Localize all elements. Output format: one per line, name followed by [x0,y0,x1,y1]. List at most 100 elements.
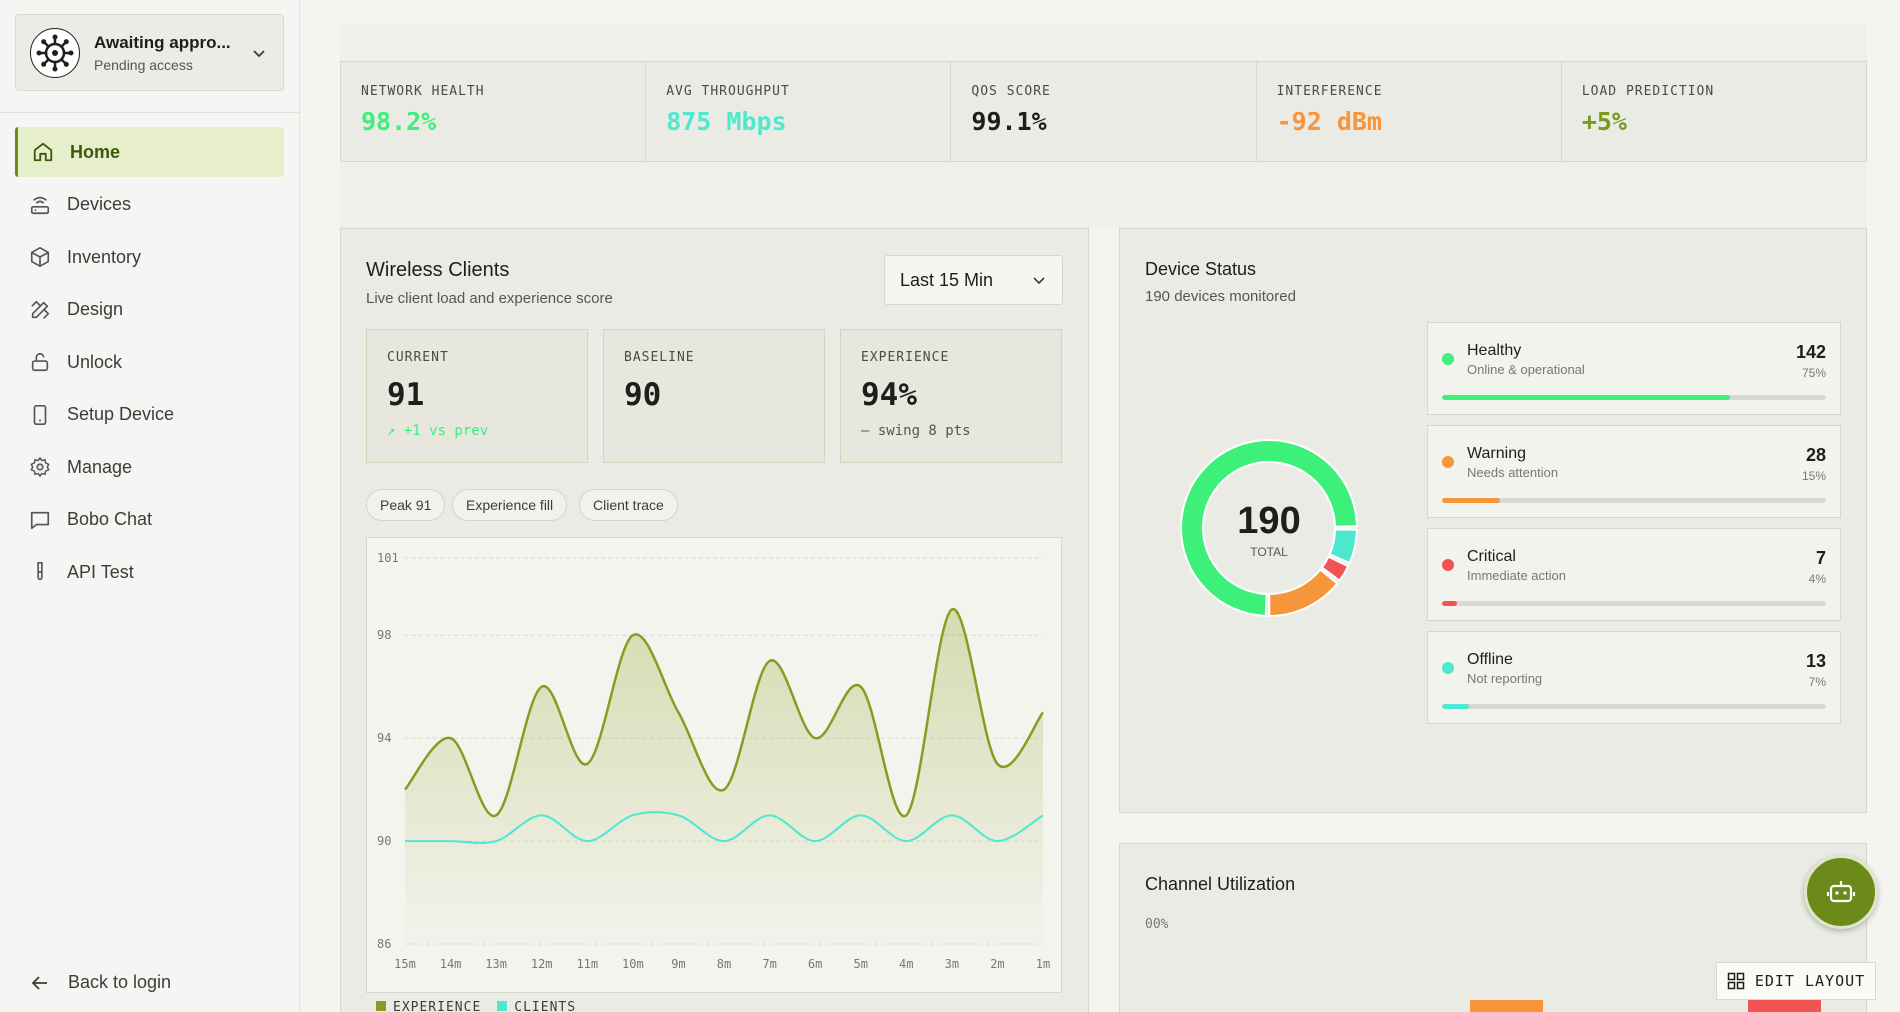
status-row-warning[interactable]: Warning Needs attention 28 15% [1427,425,1841,518]
card-subtitle: Live client load and experience score [366,290,613,307]
device-status-card: Device Status 190 devices monitored 190 … [1119,228,1867,813]
x-tick-label: 2m [990,957,1004,971]
card-title: Channel Utilization [1145,874,1296,894]
sidebar-item-design[interactable]: Design [15,285,284,335]
assistant-bot-button[interactable] [1804,855,1878,929]
account-name: Awaiting appro... [94,32,231,52]
status-row-critical[interactable]: Critical Immediate action 7 4% [1427,528,1841,621]
chart-legend: EXPERIENCE CLIENTS [376,1000,576,1012]
status-name: Offline [1467,651,1513,668]
sidebar-item-home[interactable]: Home [15,127,284,177]
legend-swatch [497,1001,508,1011]
metric-label: INTERFERENCE [1276,84,1383,99]
status-name: Critical [1467,548,1516,565]
time-range-value: Last 15 Min [900,269,994,290]
sidebar: Awaiting appro... Pending access Home De… [0,0,300,1012]
card-subtitle: 190 devices monitored [1145,288,1296,305]
home-icon [33,142,53,162]
back-to-login-label: Back to login [68,972,172,992]
status-description: Immediate action [1467,568,1566,583]
sidebar-item-inventory[interactable]: Inventory [15,232,284,282]
kpi-baseline: BASELINE 90 [603,329,825,463]
account-status: Pending access [94,56,193,73]
chip-client-trace[interactable]: Client trace [579,489,678,521]
sidebar-item-unlock[interactable]: Unlock [15,337,284,387]
kpi-value: 94% [861,377,917,413]
chevron-down-icon [1033,277,1045,285]
status-row-healthy[interactable]: Healthy Online & operational 142 75% [1427,322,1841,415]
status-percent: 7% [1808,675,1826,689]
chat-icon [30,511,50,529]
back-to-login-link[interactable]: Back to login [30,972,171,993]
design-icon [31,300,50,319]
kpi-experience: EXPERIENCE 94% — swing 8 pts [840,329,1062,463]
y-tick-label: 94 [377,731,391,745]
metric-label: QOS SCORE [971,84,1051,99]
channel-axis-label: 00% [1145,917,1169,932]
status-progress-track [1442,498,1826,503]
status-row-offline[interactable]: Offline Not reporting 13 7% [1427,631,1841,724]
sidebar-item-api-test[interactable]: API Test [15,547,284,597]
account-switcher[interactable]: Awaiting appro... Pending access [15,14,284,91]
status-dot [1442,456,1454,468]
x-tick-label: 12m [531,957,553,971]
time-range-select[interactable]: Last 15 Min [884,255,1063,305]
status-count: 28 [1805,445,1826,465]
status-progress-track [1442,395,1826,400]
edit-layout-button[interactable]: EDIT LAYOUT [1716,962,1876,1000]
donut-slice-healthy [1180,439,1359,617]
status-progress-fill [1442,704,1469,709]
chip-experience-fill[interactable]: Experience fill [452,489,568,521]
sidebar-item-label: Design [67,299,124,319]
metric-value: 99.1% [971,107,1047,136]
status-progress-track [1442,704,1826,709]
phone-icon [33,404,47,425]
status-dot [1442,662,1454,674]
status-percent: 4% [1808,572,1826,586]
sidebar-item-manage[interactable]: Manage [15,442,284,492]
x-tick-label: 10m [622,957,644,971]
kpi-note: — swing 8 pts [861,423,971,439]
sidebar-item-label: Bobo Chat [67,509,153,529]
status-count: 142 [1795,342,1826,362]
x-tick-label: 8m [717,957,731,971]
status-progress-fill [1442,395,1730,400]
legend-label: CLIENTS [514,1000,577,1012]
y-tick-label: 90 [377,834,391,848]
sidebar-item-devices[interactable]: Devices [15,180,284,230]
status-progress-fill [1442,498,1500,503]
arrow-left-icon [31,975,47,990]
edit-layout-label: EDIT LAYOUT [1754,972,1866,990]
status-progress-fill [1442,601,1458,606]
metrics-bar: NETWORK HEALTH 98.2% AVG THROUGHPUT 875 … [340,61,1867,162]
legend-clients: CLIENTS [497,1000,576,1012]
sidebar-item-label: Inventory [67,246,142,267]
sidebar-item-setup-device[interactable]: Setup Device [15,390,284,440]
device-donut-chart: 190 TOTAL [1180,439,1359,618]
kpi-value: 91 [387,377,425,413]
legend-label: EXPERIENCE [393,1000,482,1012]
x-tick-label: 11m [576,957,598,971]
x-tick-label: 15m [394,957,416,971]
metric-qos-score: QOS SCORE 99.1% [951,62,1257,161]
metric-interference: INTERFERENCE -92 dBm [1257,62,1562,161]
sidebar-item-label: Home [70,141,121,162]
donut-total-label: TOTAL [1250,545,1288,559]
x-tick-label: 3m [945,957,959,971]
kpi-label: CURRENT [387,350,449,365]
kpi-value: 90 [624,377,662,413]
chip-peak[interactable]: Peak 91 [366,489,446,521]
card-title: Wireless Clients [366,259,510,281]
wireless-clients-chart: 101 98 94 90 86 15m 14m 13m 12m 11m 10m 9m 8m 7m 6m 5m 4… [366,537,1062,993]
y-tick-label: 98 [377,628,391,642]
legend-experience: EXPERIENCE [376,1000,481,1012]
x-tick-label: 5m [853,957,867,971]
donut-slice-warning [1268,568,1339,618]
sidebar-item-label: Unlock [67,351,123,372]
sidebar-item-bobo-chat[interactable]: Bobo Chat [15,495,284,545]
experience-area [405,609,1043,944]
status-count: 7 [1815,548,1826,568]
x-tick-label: 13m [485,957,507,971]
card-title: Device Status [1145,259,1257,279]
metric-value: 98.2% [361,107,437,136]
